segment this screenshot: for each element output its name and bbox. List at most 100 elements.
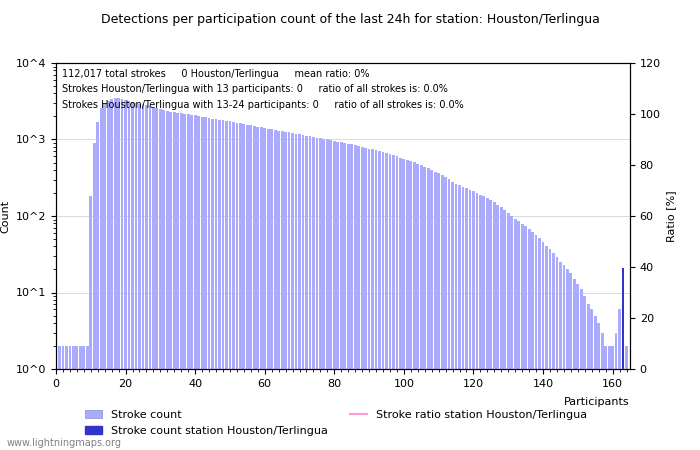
Bar <box>346 144 349 369</box>
Bar <box>514 219 517 369</box>
Bar <box>201 117 204 369</box>
Bar <box>434 171 437 369</box>
Bar <box>371 149 374 369</box>
Bar <box>538 238 541 369</box>
Bar <box>211 118 214 369</box>
Bar <box>180 113 183 369</box>
Y-axis label: Ratio [%]: Ratio [%] <box>666 190 676 242</box>
Bar <box>117 98 120 369</box>
Bar <box>580 289 582 369</box>
Bar <box>232 122 235 369</box>
Bar <box>374 150 377 369</box>
Bar <box>479 194 482 369</box>
Bar <box>260 127 262 369</box>
Bar <box>392 155 395 369</box>
Bar <box>594 315 596 369</box>
Bar <box>58 346 61 369</box>
Bar <box>127 101 130 369</box>
Bar <box>576 284 579 369</box>
Bar <box>587 304 589 369</box>
Bar <box>461 187 464 369</box>
Bar <box>305 136 308 369</box>
Bar <box>111 99 113 369</box>
Bar <box>444 177 447 369</box>
Bar <box>235 123 238 369</box>
Bar <box>138 104 141 369</box>
Legend: Stroke count, Stroke count station Houston/Terlingua, Stroke ratio station Houst: Stroke count, Stroke count station Houst… <box>81 405 591 440</box>
Bar <box>291 133 294 369</box>
Bar <box>256 127 259 369</box>
Bar <box>253 126 256 369</box>
Bar <box>545 246 548 369</box>
Bar <box>100 108 103 369</box>
Bar <box>333 141 336 369</box>
Bar <box>187 114 190 369</box>
Bar <box>62 346 64 369</box>
Bar <box>79 346 82 369</box>
Bar <box>131 102 134 369</box>
Bar <box>573 279 575 369</box>
Bar <box>615 333 617 369</box>
Bar <box>521 224 524 369</box>
Bar <box>528 230 531 369</box>
Bar <box>107 101 110 369</box>
Bar <box>134 103 137 369</box>
Bar <box>601 333 603 369</box>
Bar <box>166 111 169 369</box>
Bar <box>69 346 71 369</box>
Text: www.lightningmaps.org: www.lightningmaps.org <box>7 438 122 448</box>
Bar <box>611 346 614 369</box>
Bar <box>83 346 85 369</box>
Bar <box>622 346 624 369</box>
Bar <box>382 152 384 369</box>
Bar <box>113 98 116 369</box>
Bar <box>465 188 468 369</box>
Bar <box>152 108 155 369</box>
Bar <box>420 165 423 369</box>
Bar <box>340 142 343 369</box>
Bar <box>141 104 144 369</box>
Bar <box>270 129 273 369</box>
Text: Detections per participation count of the last 24h for station: Houston/Terlingu: Detections per participation count of th… <box>101 14 599 27</box>
Bar <box>330 140 332 369</box>
Bar <box>535 235 538 369</box>
Bar <box>452 182 454 369</box>
Bar <box>222 120 225 369</box>
Bar <box>566 270 569 369</box>
Bar <box>218 120 221 369</box>
Bar <box>145 105 148 369</box>
Bar <box>455 184 458 369</box>
Bar <box>625 346 628 369</box>
Bar <box>395 157 398 369</box>
Bar <box>284 132 287 369</box>
Bar <box>604 346 607 369</box>
Bar <box>583 296 586 369</box>
Bar <box>194 116 197 369</box>
Bar <box>493 202 496 369</box>
Bar <box>263 128 266 369</box>
Bar <box>298 134 301 369</box>
Bar <box>239 123 241 369</box>
Bar <box>173 112 176 369</box>
Bar <box>176 112 179 369</box>
Bar <box>441 175 444 369</box>
Bar <box>124 100 127 369</box>
Bar <box>510 216 513 369</box>
Bar <box>559 262 562 369</box>
Bar <box>190 115 193 369</box>
Bar <box>618 310 621 369</box>
Bar <box>597 323 600 369</box>
Text: Participants: Participants <box>564 396 630 406</box>
Bar <box>162 110 165 369</box>
Bar <box>399 158 402 369</box>
Bar <box>148 107 151 369</box>
Bar <box>360 147 363 369</box>
Bar <box>312 137 315 369</box>
Bar <box>302 135 304 369</box>
Bar <box>368 148 370 369</box>
Bar <box>97 122 99 369</box>
Bar <box>608 346 610 369</box>
Bar <box>246 125 248 369</box>
Bar <box>475 193 478 369</box>
Bar <box>570 273 573 369</box>
